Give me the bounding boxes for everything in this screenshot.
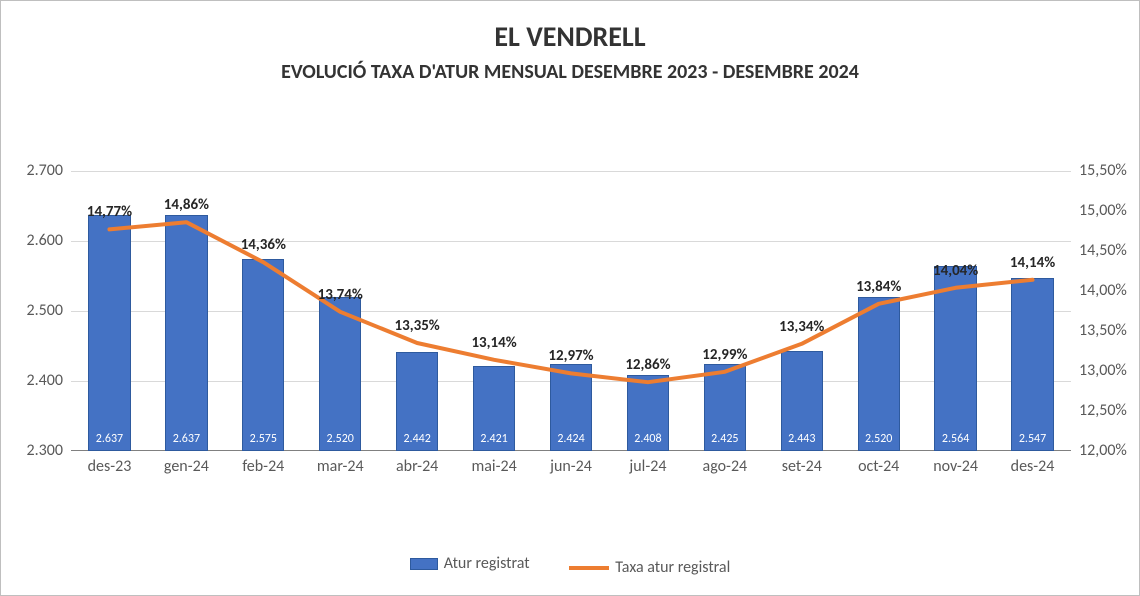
bar-value-label: 2.564 — [935, 432, 975, 446]
bar: 2.443 — [781, 351, 823, 451]
line-value-label: 12,86% — [625, 356, 670, 374]
legend-swatch-bar — [410, 558, 438, 570]
bar: 2.547 — [1011, 278, 1053, 451]
bar: 2.637 — [88, 215, 130, 451]
y-right-tick-label: 12,50% — [1079, 401, 1127, 420]
line-value-label: 13,74% — [318, 286, 363, 304]
x-tick-label: des-23 — [88, 457, 132, 476]
legend-item-line: Taxa atur registral — [569, 558, 730, 577]
x-tick-label: jun-24 — [550, 457, 592, 476]
bar: 2.575 — [242, 259, 284, 452]
bar: 2.520 — [858, 297, 900, 451]
bar-value-label: 2.421 — [474, 432, 514, 446]
chart-subtitle: EVOLUCIÓ TAXA D'ATUR MENSUAL DESEMBRE 20… — [1, 60, 1139, 84]
line-value-label: 14,36% — [241, 236, 286, 254]
bar-value-label: 2.520 — [859, 432, 899, 446]
y-right-tick-label: 13,50% — [1079, 321, 1127, 340]
bar-value-label: 2.637 — [166, 432, 206, 446]
bar-value-label: 2.424 — [551, 432, 591, 446]
line-value-label: 13,84% — [856, 278, 901, 296]
x-tick-label: mar-24 — [317, 457, 364, 476]
legend-swatch-line — [569, 566, 609, 570]
legend-item-bars: Atur registrat — [410, 554, 530, 573]
line-value-label: 12,99% — [702, 346, 747, 364]
x-tick-label: des-24 — [1011, 457, 1055, 476]
y-right-tick-label: 14,50% — [1079, 241, 1127, 260]
bar: 2.408 — [627, 375, 669, 451]
line-value-label: 14,86% — [164, 196, 209, 214]
x-tick-label: oct-24 — [858, 457, 899, 476]
y-left-tick-label: 2.700 — [1, 161, 63, 180]
bar-value-label: 2.408 — [628, 432, 668, 446]
line-value-label: 13,34% — [779, 318, 824, 336]
y-right-tick-label: 15,50% — [1079, 161, 1127, 180]
y-left-tick-label: 2.600 — [1, 231, 63, 250]
x-tick-label: gen-24 — [164, 457, 209, 476]
chart-container: EL VENDRELL EVOLUCIÓ TAXA D'ATUR MENSUAL… — [0, 0, 1140, 596]
legend-label-line: Taxa atur registral — [615, 558, 730, 577]
gridline — [71, 171, 1071, 172]
gridline — [71, 241, 1071, 242]
bar-value-label: 2.443 — [782, 432, 822, 446]
x-tick-label: jul-24 — [629, 457, 666, 476]
y-right-tick-label: 15,00% — [1079, 201, 1127, 220]
x-tick-label: nov-24 — [933, 457, 978, 476]
bar: 2.442 — [396, 352, 438, 451]
x-tick-label: ago-24 — [703, 457, 748, 476]
y-left-tick-label: 2.300 — [1, 441, 63, 460]
bar: 2.637 — [165, 215, 207, 451]
line-value-label: 14,04% — [933, 262, 978, 280]
x-tick-label: feb-24 — [242, 457, 284, 476]
line-value-label: 14,14% — [1010, 254, 1055, 272]
bar-value-label: 2.575 — [243, 432, 283, 446]
bar: 2.421 — [473, 366, 515, 451]
x-tick-label: abr-24 — [396, 457, 438, 476]
bar-value-label: 2.520 — [320, 432, 360, 446]
x-tick-label: set-24 — [782, 457, 822, 476]
legend-label-bars: Atur registrat — [444, 554, 530, 573]
chart-title: EL VENDRELL — [1, 1, 1139, 54]
y-right-tick-label: 12,00% — [1079, 441, 1127, 460]
y-left-tick-label: 2.500 — [1, 301, 63, 320]
line-value-label: 13,35% — [395, 317, 440, 335]
bar-value-label: 2.547 — [1012, 432, 1052, 446]
bar: 2.424 — [550, 364, 592, 451]
bar-value-label: 2.442 — [397, 432, 437, 446]
y-right-tick-label: 14,00% — [1079, 281, 1127, 300]
gridline — [71, 311, 1071, 312]
bar: 2.520 — [319, 297, 361, 451]
bar-value-label: 2.425 — [705, 432, 745, 446]
line-value-label: 13,14% — [471, 334, 516, 352]
bar-value-label: 2.637 — [89, 432, 129, 446]
line-value-label: 14,77% — [87, 203, 132, 221]
plot-area: 2.637 2.637 2.575 2.520 2.442 2.421 2.424 2.408… — [71, 171, 1071, 451]
bar: 2.564 — [934, 266, 976, 451]
y-left-tick-label: 2.400 — [1, 371, 63, 390]
x-tick-label: mai-24 — [471, 457, 516, 476]
y-right-tick-label: 13,00% — [1079, 361, 1127, 380]
legend: Atur registrat Taxa atur registral — [1, 554, 1139, 577]
line-value-label: 12,97% — [548, 347, 593, 365]
bar: 2.425 — [704, 364, 746, 452]
